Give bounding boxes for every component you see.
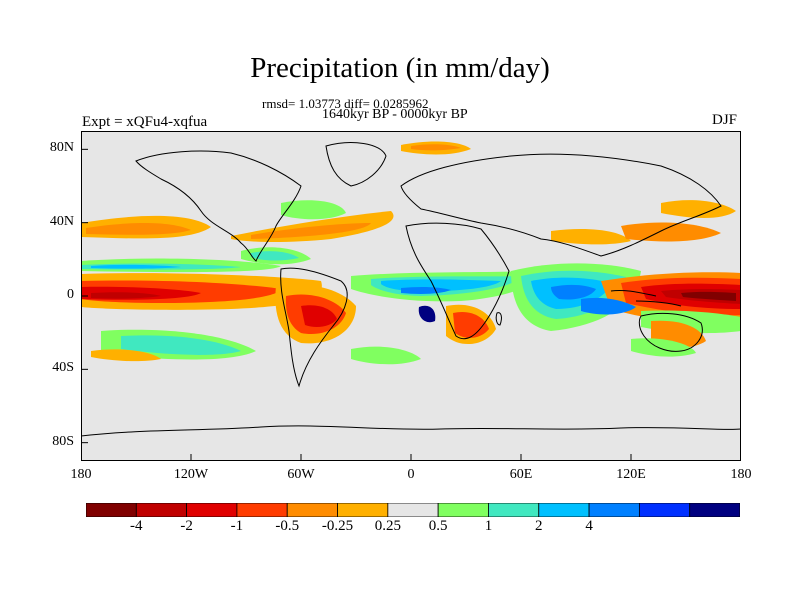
colorbar-box — [387, 503, 439, 517]
colorbar-box — [337, 503, 389, 517]
colorbar-box — [236, 503, 288, 517]
colorbar-box — [538, 503, 590, 517]
latitude-ticks — [81, 148, 88, 444]
stats-line: rmsd= 1.03773 diff= 0.0285962 — [262, 96, 429, 111]
colorbar-box — [689, 503, 740, 517]
anomaly-region — [453, 311, 489, 338]
lat-tick-label: 80N — [49, 140, 74, 156]
coastline-madagascar — [495, 312, 502, 326]
lat-tick-label: 80S — [52, 433, 74, 449]
anomaly-region — [581, 297, 636, 315]
anomaly-region — [301, 305, 337, 327]
anomaly-region — [551, 229, 631, 245]
anomaly-region — [251, 223, 371, 239]
lon-tick-label: 120W — [173, 467, 209, 482]
colorbar-box — [186, 503, 238, 517]
colorbar — [86, 503, 740, 517]
lon-tick-label: 0 — [407, 467, 415, 482]
colorbar-box — [588, 503, 640, 517]
colorbar-label: 1 — [484, 518, 493, 534]
colorbar-box — [437, 503, 489, 517]
lon-tick-label: 60W — [287, 467, 315, 482]
anomaly-region — [418, 305, 436, 323]
anomaly-region — [631, 338, 696, 357]
colorbar-label: 0.5 — [428, 518, 448, 534]
colorbar-box — [86, 503, 137, 517]
colorbar-box — [286, 503, 338, 517]
anomaly-region — [661, 200, 736, 218]
coastline-indonesia — [610, 290, 682, 307]
anomaly-region — [551, 284, 596, 300]
colorbar-label: -4 — [130, 518, 143, 534]
colorbar-label: -0.5 — [275, 518, 300, 534]
lat-tick-label: 0 — [67, 287, 74, 302]
colorbar-label: -0.25 — [321, 518, 354, 534]
lat-tick-label: 40N — [49, 213, 74, 229]
anomaly-region — [121, 335, 241, 355]
precipitation-map — [81, 131, 741, 461]
season-label: DJF — [712, 112, 738, 128]
anomaly-region — [86, 222, 191, 235]
lon-tick-label: 180 — [70, 467, 92, 482]
colorbar-box — [638, 503, 691, 517]
anomaly-region — [351, 346, 421, 365]
colorbar-label: 0.25 — [374, 518, 401, 534]
coastline-north-america — [135, 150, 302, 262]
anomaly-region — [411, 144, 461, 151]
lon-tick-label: 180 — [730, 467, 752, 482]
colorbar-box — [488, 503, 540, 517]
colorbar-label: 2 — [535, 518, 543, 534]
coastline-australia — [638, 312, 703, 352]
anomaly-region — [401, 286, 451, 294]
anomaly-region — [91, 349, 161, 362]
coastlines — [81, 142, 741, 437]
anomaly-region — [681, 291, 736, 301]
colorbar-label: 4 — [585, 518, 593, 534]
lon-tick-label: 120E — [616, 467, 646, 482]
coastline-africa — [405, 222, 510, 340]
colorbar-box — [135, 503, 188, 517]
coastline-greenland — [325, 142, 387, 187]
lon-tick-label: 60E — [509, 467, 533, 482]
anomaly-region — [91, 264, 181, 269]
colorbar-label: -2 — [180, 518, 193, 534]
coastline-eurasia — [400, 153, 722, 257]
colorbar-label: -1 — [230, 518, 244, 534]
anomaly-region — [251, 251, 299, 261]
page-title: Precipitation (in mm/day) — [250, 52, 550, 84]
coastline-antarctica — [81, 425, 741, 437]
anomaly-fields — [81, 141, 741, 365]
experiment-label: Expt = xQFu4-xqfua — [82, 114, 208, 130]
anomaly-region — [621, 222, 721, 242]
coastline-south-america — [280, 267, 348, 388]
longitude-ticks — [81, 454, 741, 461]
anomaly-region — [91, 292, 161, 299]
period-line: 1640kyr BP - 0000kyr BP — [322, 107, 468, 122]
lat-tick-label: 40S — [52, 360, 74, 376]
anomaly-region — [281, 200, 346, 220]
